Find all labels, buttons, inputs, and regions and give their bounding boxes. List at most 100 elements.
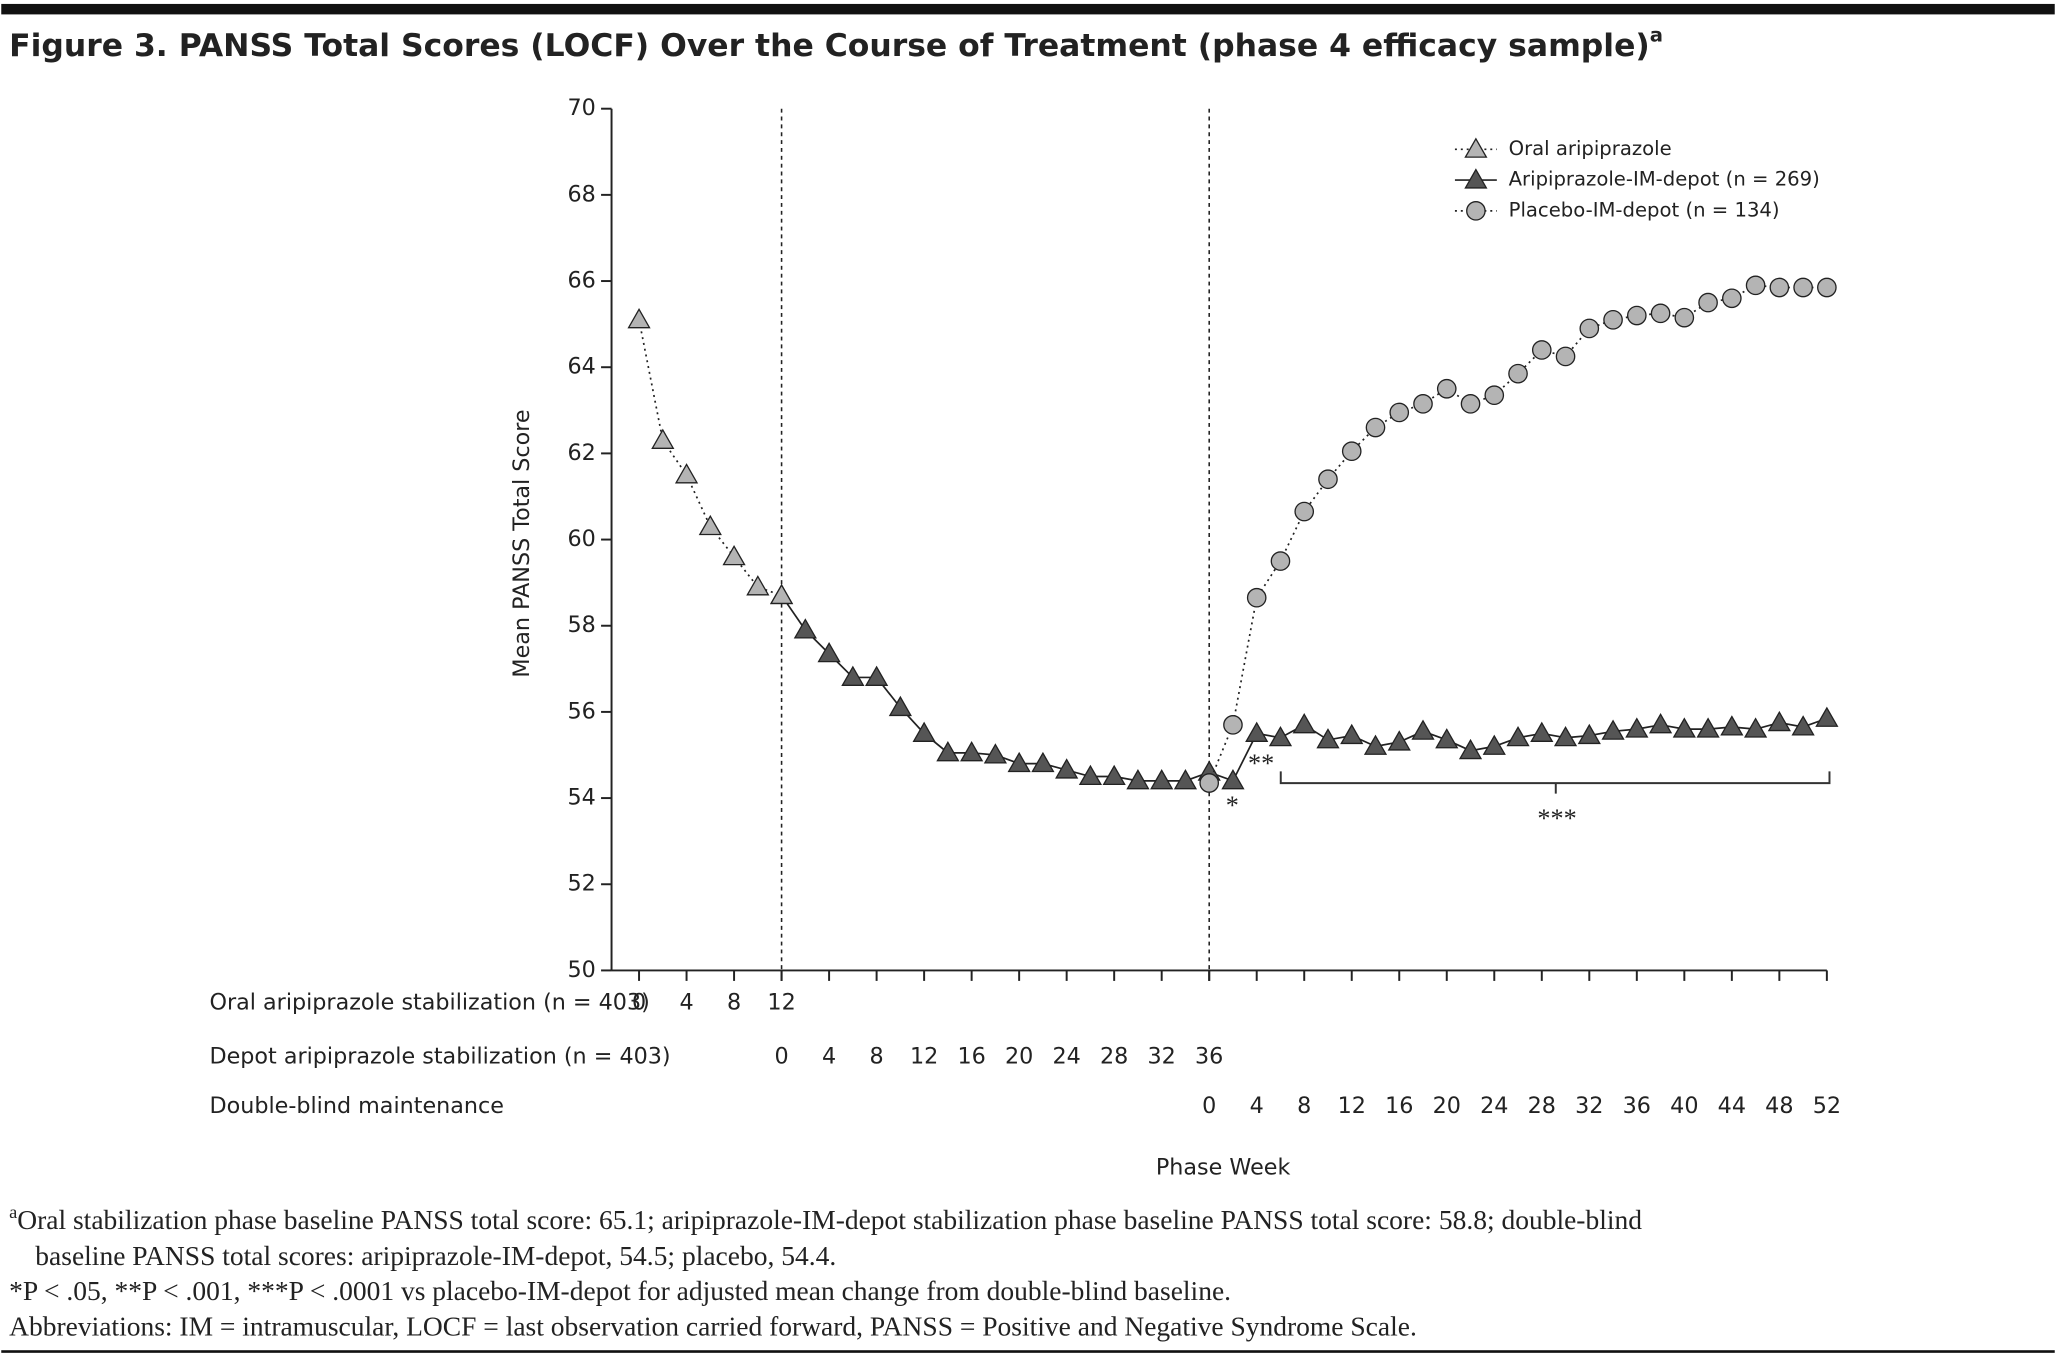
marker xyxy=(1318,469,1338,490)
marker xyxy=(1245,721,1269,742)
marker xyxy=(651,428,675,449)
x-row-label: Depot aripiprazole stabilization (n = 40… xyxy=(209,1043,670,1069)
marker xyxy=(1460,394,1481,414)
marker xyxy=(793,618,817,639)
marker xyxy=(1126,769,1150,790)
marker xyxy=(1246,587,1267,608)
annotation: *** xyxy=(1537,804,1576,833)
marker xyxy=(1603,309,1623,330)
marker xyxy=(983,743,1007,764)
x-tick-label: 8 xyxy=(870,1043,884,1069)
marker xyxy=(865,665,889,686)
marker xyxy=(1767,710,1791,732)
marker xyxy=(1696,717,1720,738)
footnote: baseline PANSS total scores: aripiprazol… xyxy=(35,1240,836,1271)
top-rule xyxy=(1,3,2055,15)
significance-bracket xyxy=(1279,771,1831,794)
legend-marker xyxy=(1466,201,1486,221)
marker xyxy=(960,741,984,762)
series-line xyxy=(1208,284,1827,784)
marker xyxy=(1007,751,1031,773)
marker xyxy=(1221,769,1245,790)
footnote-text: Oral stabilization phase baseline PANSS … xyxy=(17,1204,1642,1235)
marker xyxy=(1363,734,1388,755)
marker xyxy=(1294,501,1315,522)
x-tick-label: 12 xyxy=(1338,1093,1366,1119)
y-tick-label: 62 xyxy=(568,440,596,466)
y-tick-label: 54 xyxy=(568,785,596,811)
marker xyxy=(1579,318,1600,339)
marker xyxy=(1078,764,1103,786)
x-tick-label: 44 xyxy=(1718,1093,1746,1119)
series-line xyxy=(780,595,1828,782)
marker xyxy=(1458,738,1483,760)
x-tick-label: 24 xyxy=(1480,1093,1508,1119)
marker xyxy=(1577,723,1601,745)
marker xyxy=(1743,717,1768,738)
y-tick-label: 66 xyxy=(568,268,596,294)
x-tick-label: 24 xyxy=(1053,1043,1081,1069)
marker xyxy=(1387,730,1411,751)
marker xyxy=(1817,277,1837,298)
y-tick-label: 68 xyxy=(568,181,596,207)
marker xyxy=(1389,402,1410,423)
marker xyxy=(746,575,770,596)
footnote: *P < .05, **P < .001, ***P < .0001 vs pl… xyxy=(9,1275,1231,1306)
legend-label: Placebo-IM-depot (n = 134) xyxy=(1509,198,1780,221)
marker xyxy=(1745,275,1766,296)
marker xyxy=(627,308,651,329)
marker xyxy=(1698,292,1718,313)
legend-marker xyxy=(1464,168,1488,189)
title-marker: a xyxy=(1650,23,1663,46)
x-tick-label: 48 xyxy=(1765,1093,1793,1119)
x-tick-label: 12 xyxy=(910,1043,938,1069)
marker xyxy=(1223,715,1243,735)
marker xyxy=(1340,723,1364,745)
marker xyxy=(1484,385,1505,406)
marker xyxy=(1365,417,1386,438)
legend-label: Oral aripiprazole xyxy=(1509,137,1672,160)
marker xyxy=(1530,721,1554,742)
marker xyxy=(1793,277,1813,298)
x-tick-label: 8 xyxy=(1297,1093,1311,1119)
marker xyxy=(1435,728,1459,749)
marker xyxy=(1341,441,1362,462)
x-tick-label: 4 xyxy=(1250,1093,1264,1119)
x-tick-label: 16 xyxy=(957,1043,985,1069)
marker xyxy=(1626,305,1647,326)
y-axis-title: Mean PANSS Total Score xyxy=(509,409,535,677)
y-tick-label: 56 xyxy=(568,698,596,724)
x-tick-label: 0 xyxy=(1202,1093,1216,1119)
marker xyxy=(1506,725,1530,747)
marker xyxy=(1102,764,1126,786)
footnote: Abbreviations: IM = intramuscular, LOCF … xyxy=(9,1311,1417,1342)
marker xyxy=(841,665,865,686)
x-tick-label: 32 xyxy=(1575,1093,1603,1119)
y-tick-label: 50 xyxy=(568,957,596,983)
marker xyxy=(1316,728,1340,749)
marker xyxy=(1150,769,1174,790)
marker xyxy=(1648,713,1673,734)
marker xyxy=(1674,307,1695,328)
marker xyxy=(1270,551,1291,571)
marker xyxy=(1650,303,1671,324)
marker xyxy=(1413,394,1433,414)
x-row-label: Double-blind maintenance xyxy=(209,1093,503,1119)
y-tick-label: 64 xyxy=(568,354,596,380)
bottom-rule xyxy=(1,1350,2055,1353)
legend-marker xyxy=(1464,137,1488,158)
x-tick-label: 20 xyxy=(1433,1093,1461,1119)
x-tick-label: 16 xyxy=(1385,1093,1413,1119)
x-tick-label: 52 xyxy=(1813,1093,1841,1119)
marker xyxy=(1555,346,1576,367)
marker xyxy=(1292,713,1316,734)
marker xyxy=(912,721,936,742)
marker xyxy=(888,695,912,717)
marker xyxy=(1722,288,1742,309)
marker xyxy=(769,583,794,605)
x-tick-label: 8 xyxy=(727,990,741,1016)
x-tick-label: 28 xyxy=(1100,1043,1128,1069)
x-tick-label: 36 xyxy=(1195,1043,1223,1069)
marker xyxy=(1508,363,1528,384)
annotation: ** xyxy=(1248,749,1274,778)
